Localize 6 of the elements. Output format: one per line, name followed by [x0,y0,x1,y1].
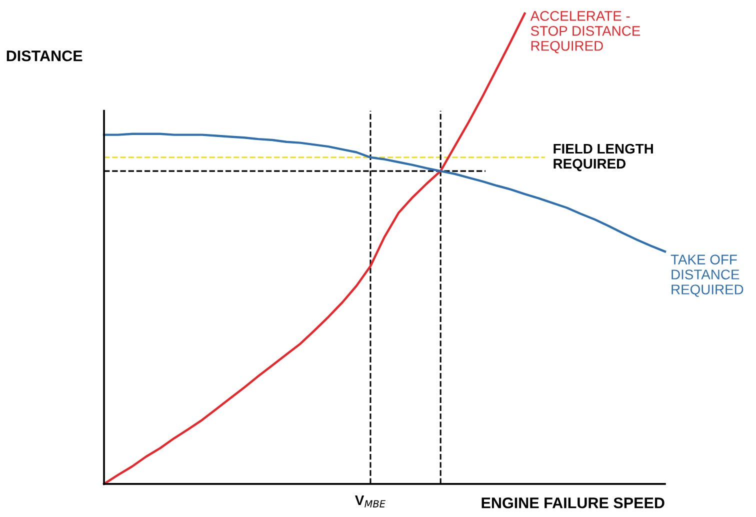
x-axis-title: ENGINE FAILURE SPEED [482,497,664,508]
y-axis-title: DISTANCE [6,50,82,62]
ref-line-label: FIELD LENGTH REQUIRED [554,144,653,172]
series-label: TAKE OFF DISTANCE REQUIRED [670,254,744,297]
text: V$_{MBE}$ [355,496,386,508]
series-label: ACCELERATE - STOP DISTANCE REQUIRED [530,11,640,54]
